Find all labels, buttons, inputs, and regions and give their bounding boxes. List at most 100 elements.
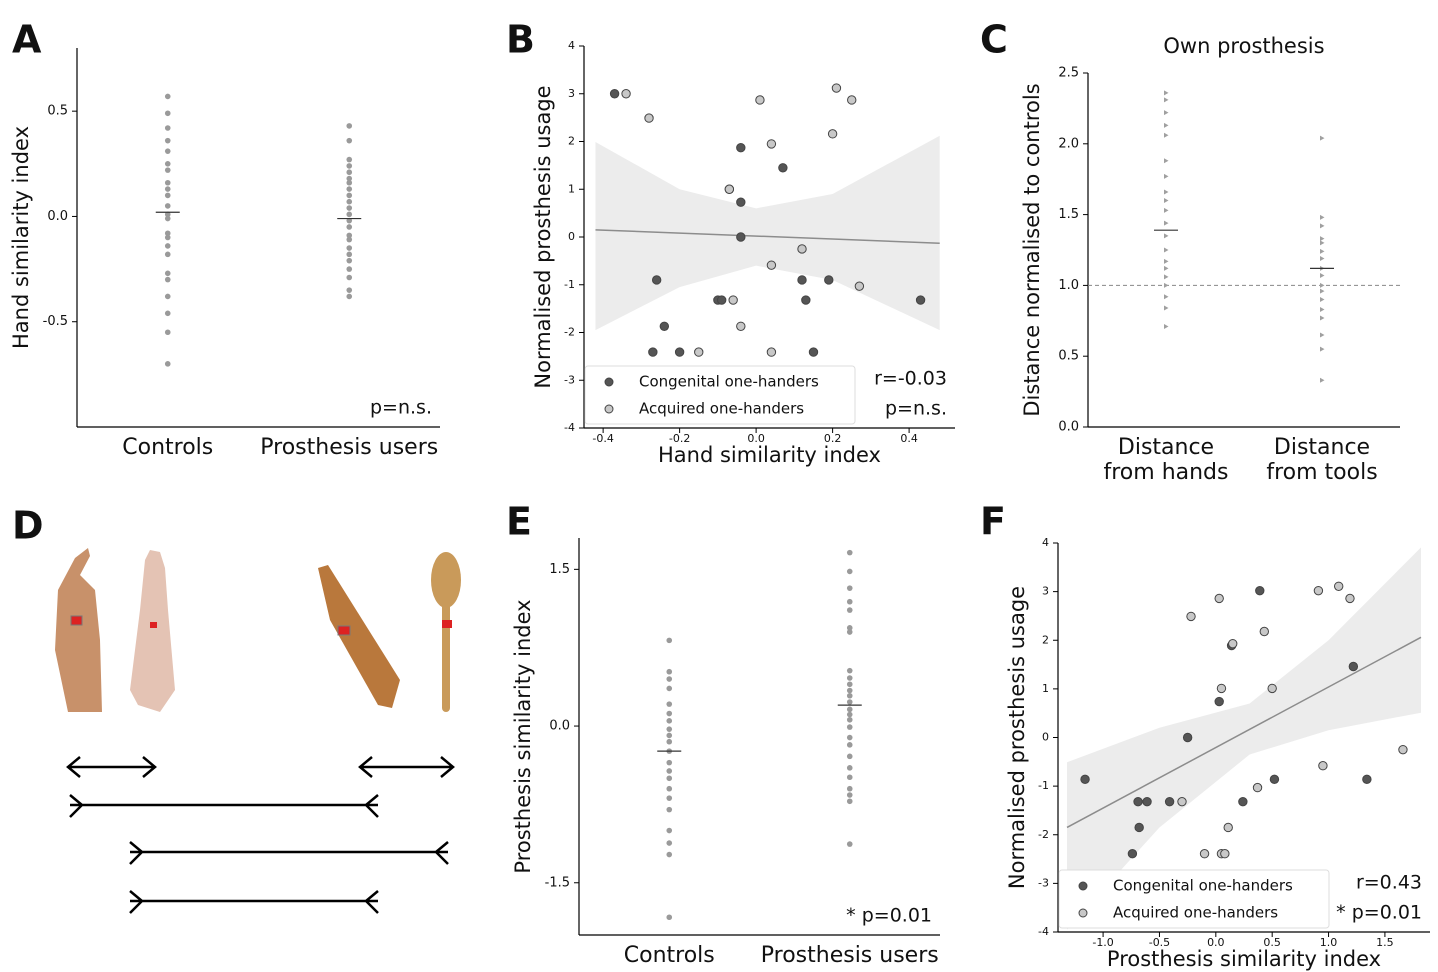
- point: [1133, 796, 1143, 807]
- annotation: * p=0.01: [846, 905, 932, 927]
- point: [1164, 207, 1169, 213]
- point: [801, 295, 811, 305]
- legend-box: [1058, 869, 1330, 929]
- y-tick-label: 3: [568, 87, 575, 100]
- point: [846, 706, 853, 713]
- y-axis-label: Prosthesis similarity index: [511, 599, 535, 873]
- point: [651, 275, 662, 285]
- point: [716, 295, 727, 305]
- x-tick-label: 0.0: [1207, 936, 1225, 949]
- point: [1320, 377, 1325, 383]
- point: [846, 699, 853, 705]
- point: [1134, 822, 1144, 833]
- x-axis-label: Prosthesis similarity index: [1107, 947, 1381, 971]
- x-tick-label: 0.0: [747, 432, 765, 445]
- prosthetic-hand-image: [130, 550, 175, 712]
- point: [846, 711, 853, 718]
- point: [346, 175, 353, 182]
- y-tick-label: 0.0: [549, 719, 570, 734]
- legend-label: Acquired one-handers: [1113, 904, 1278, 922]
- point: [346, 198, 353, 205]
- y-tick-label: 4: [568, 39, 575, 52]
- point: [666, 738, 673, 745]
- x-tick-label: Controls: [122, 435, 214, 460]
- point: [346, 186, 353, 192]
- point: [346, 251, 353, 258]
- y-tick-label: -4: [564, 421, 575, 434]
- x-tick-label: -1.0: [1092, 936, 1113, 949]
- hand-image: [55, 548, 102, 712]
- y-tick-label: 0.5: [1058, 349, 1079, 364]
- roi-marker: [442, 620, 452, 628]
- y-axis-label: Distance normalised to controls: [1020, 83, 1044, 416]
- y-tick-label: -2: [1038, 828, 1049, 841]
- point: [648, 347, 658, 357]
- point: [1255, 585, 1265, 596]
- point: [1164, 97, 1169, 103]
- x-tick-label: -0.4: [592, 432, 613, 445]
- point: [1164, 796, 1175, 807]
- point: [164, 110, 171, 117]
- point: [346, 257, 353, 264]
- annotation: * p=0.01: [1336, 902, 1422, 924]
- y-tick-label: -3: [564, 373, 575, 386]
- spoon-image: [431, 552, 461, 608]
- point: [346, 205, 353, 211]
- point: [346, 293, 353, 300]
- point: [1267, 683, 1277, 694]
- point: [766, 260, 777, 270]
- point: [1320, 315, 1325, 321]
- point: [1164, 274, 1169, 280]
- point: [1214, 696, 1224, 707]
- confidence-band: [595, 135, 940, 331]
- point: [346, 137, 353, 144]
- point: [1320, 223, 1325, 229]
- y-tick-label: 2: [568, 135, 575, 148]
- arrow: [129, 841, 449, 865]
- panel-label: C: [980, 18, 1008, 62]
- point: [846, 607, 853, 613]
- point: [1080, 774, 1090, 785]
- point: [846, 753, 853, 760]
- y-tick-label: 0: [568, 230, 575, 243]
- y-tick-label: 1: [568, 182, 575, 195]
- point: [1269, 774, 1280, 785]
- point: [609, 89, 620, 99]
- point: [694, 347, 704, 357]
- point: [164, 234, 171, 241]
- point: [1320, 346, 1325, 352]
- point: [736, 232, 746, 242]
- point: [846, 792, 853, 798]
- y-axis-label: Hand similarity index: [9, 126, 33, 349]
- point: [1398, 744, 1408, 755]
- point: [666, 914, 673, 921]
- point: [846, 724, 853, 730]
- point: [846, 841, 853, 847]
- point: [1216, 683, 1227, 694]
- point: [666, 637, 673, 644]
- point: [346, 192, 353, 199]
- point: [1186, 611, 1196, 622]
- point: [1320, 282, 1325, 288]
- point: [846, 798, 853, 805]
- point: [666, 759, 673, 766]
- point: [164, 251, 171, 258]
- point: [621, 89, 631, 99]
- point: [674, 347, 685, 357]
- y-tick-label: 1.5: [549, 562, 570, 577]
- point: [915, 295, 926, 305]
- x-tick-label: Prosthesis users: [760, 943, 939, 968]
- point: [1320, 248, 1325, 254]
- point: [1164, 282, 1169, 288]
- point: [846, 742, 853, 748]
- x-tick-label: Prosthesis users: [260, 435, 439, 460]
- arrow: [69, 794, 379, 818]
- point: [778, 163, 788, 173]
- point: [1320, 272, 1325, 278]
- point: [846, 568, 853, 575]
- point: [1164, 305, 1169, 311]
- point: [164, 215, 171, 222]
- y-tick-label: 1: [1042, 682, 1049, 695]
- point: [724, 184, 735, 194]
